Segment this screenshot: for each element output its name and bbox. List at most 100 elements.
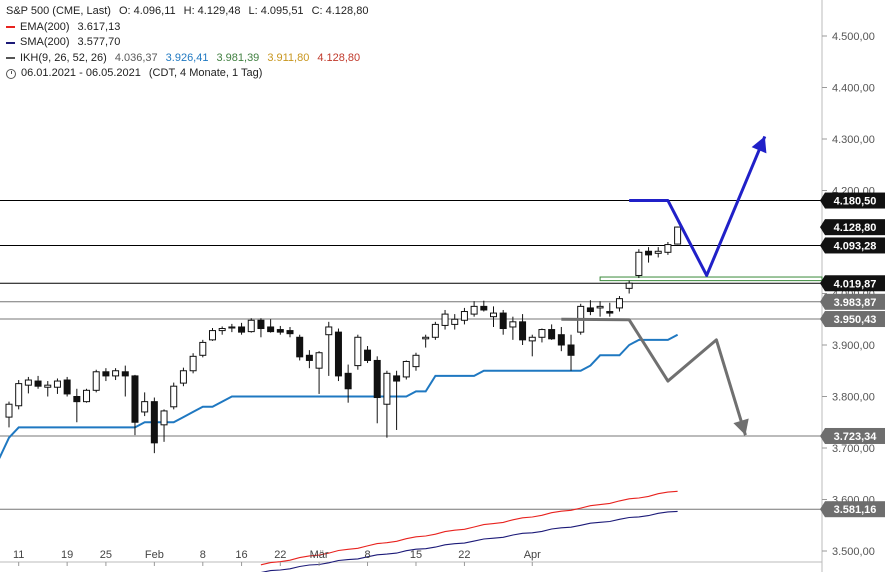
candle[interactable] [305, 354, 313, 361]
candle[interactable] [325, 326, 333, 336]
candle[interactable] [664, 244, 672, 253]
candle[interactable] [53, 380, 61, 388]
candle[interactable] [24, 379, 32, 386]
candle[interactable] [402, 360, 410, 378]
kijun-sen-line [0, 333, 679, 459]
level-lines-layer [0, 200, 823, 510]
candle[interactable] [150, 401, 158, 444]
candle[interactable] [499, 312, 507, 330]
price-level-badge-label: 4.180,50 [834, 196, 877, 208]
price-tick-label: 3.500,00 [832, 546, 875, 558]
candle[interactable] [238, 326, 246, 333]
candle[interactable] [460, 311, 468, 321]
candle[interactable] [548, 329, 556, 340]
legend-ikh-row[interactable]: IKH(9, 26, 52, 26) 4.036,37 3.926,41 3.9… [6, 51, 368, 67]
candle[interactable] [596, 305, 604, 309]
candle[interactable] [645, 250, 653, 256]
candle[interactable] [160, 410, 168, 426]
price-level-badge-label: 3.723,34 [834, 431, 878, 443]
candle[interactable] [538, 329, 546, 338]
bearish-scenario-arrow [561, 317, 747, 436]
candle[interactable] [199, 341, 207, 356]
candle[interactable] [451, 318, 459, 325]
candle[interactable] [276, 329, 284, 333]
candle[interactable] [189, 355, 197, 372]
candle[interactable] [44, 384, 52, 388]
candle[interactable] [412, 354, 420, 368]
candle[interactable] [83, 389, 91, 403]
candle[interactable] [296, 336, 304, 358]
legend-ema-label: EMA(200) [20, 20, 70, 33]
candle[interactable] [141, 401, 149, 413]
candle[interactable] [131, 375, 139, 423]
legend-sma-row[interactable]: SMA(200) 3.577,70 [6, 35, 368, 51]
candle[interactable] [228, 326, 236, 329]
price-level-badge-pointer [820, 501, 825, 518]
price-level-badge [825, 501, 885, 518]
price-tick-label: 4.300,00 [832, 134, 875, 146]
candle[interactable] [519, 321, 527, 341]
candle[interactable] [635, 251, 643, 276]
candle[interactable] [625, 282, 633, 289]
legend-range: 06.01.2021 - 06.05.2021 [21, 67, 141, 79]
candle[interactable] [383, 372, 391, 405]
candle[interactable] [470, 305, 478, 315]
support-zone-box [599, 276, 823, 282]
candle[interactable] [179, 370, 187, 384]
sma-swatch-icon [6, 41, 15, 44]
legend-ema-row[interactable]: EMA(200) 3.617,13 [6, 20, 368, 36]
candle[interactable] [121, 371, 129, 377]
candle[interactable] [247, 319, 255, 333]
candle[interactable] [586, 307, 594, 313]
candle[interactable] [364, 349, 372, 361]
candle[interactable] [422, 336, 430, 340]
candle[interactable] [15, 383, 23, 407]
candle[interactable] [334, 331, 342, 377]
candle[interactable] [606, 311, 614, 314]
candle[interactable] [674, 226, 682, 245]
candle[interactable] [257, 319, 265, 330]
candle[interactable] [373, 359, 381, 399]
candle[interactable] [441, 313, 449, 326]
candle[interactable] [654, 250, 662, 254]
candle[interactable] [509, 321, 517, 328]
price-level-badge-label: 4.093,28 [834, 240, 877, 252]
candle[interactable] [63, 379, 71, 395]
candle[interactable] [567, 344, 575, 356]
legend-ikh-value: 3.926,41 [165, 51, 209, 64]
candle[interactable] [393, 375, 401, 382]
candle[interactable] [267, 326, 275, 333]
candle[interactable] [34, 380, 42, 387]
candle[interactable] [344, 372, 352, 390]
candle[interactable] [208, 330, 216, 341]
candle[interactable] [615, 298, 623, 309]
ema200-line [260, 490, 678, 566]
price-level-badge-pointer [820, 311, 825, 328]
ema-swatch-icon [6, 26, 15, 29]
legend-sma-label: SMA(200) [20, 36, 70, 48]
candle[interactable] [315, 352, 323, 369]
candle[interactable] [92, 371, 100, 391]
price-tick-label: 3.800,00 [832, 392, 875, 404]
candle[interactable] [431, 323, 439, 338]
candle[interactable] [112, 370, 120, 377]
date-tick-label: 11 [13, 549, 24, 561]
candle[interactable] [5, 403, 13, 418]
date-tick-label: 16 [235, 549, 247, 561]
candle[interactable] [73, 396, 81, 403]
candle[interactable] [218, 328, 226, 332]
legend-ikh-value: 4.036,37 [114, 51, 158, 64]
candle[interactable] [286, 330, 294, 335]
candle[interactable] [480, 305, 488, 311]
price-level-badge-label: 4.128,80 [834, 222, 877, 234]
moving-average-layer [260, 490, 678, 574]
candle[interactable] [490, 312, 497, 318]
candle[interactable] [170, 385, 178, 408]
candle[interactable] [557, 334, 565, 346]
candle[interactable] [528, 336, 536, 342]
candle[interactable] [354, 336, 362, 367]
price-level-badge-label: 3.950,43 [834, 314, 877, 326]
candle[interactable] [102, 371, 110, 377]
